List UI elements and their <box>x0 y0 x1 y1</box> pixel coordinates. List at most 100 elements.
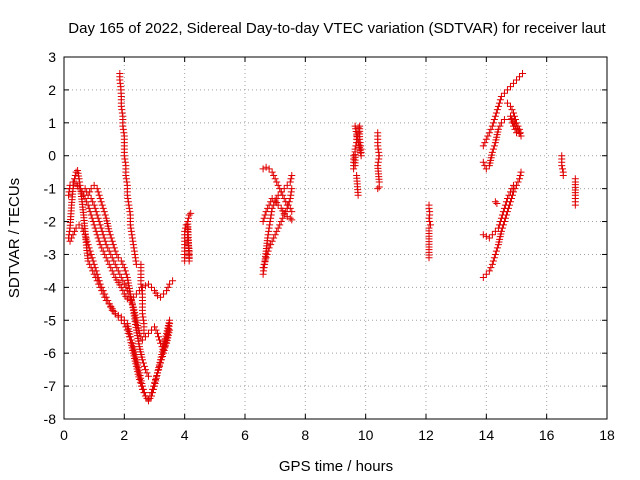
data-point <box>98 283 106 291</box>
data-point <box>116 270 124 278</box>
data-point <box>508 185 516 193</box>
data-point <box>288 208 296 216</box>
data-point <box>86 188 94 196</box>
data-point <box>270 171 278 179</box>
data-point <box>94 234 102 242</box>
data-point <box>99 287 107 295</box>
data-point <box>283 181 291 189</box>
data-point <box>279 191 287 199</box>
data-point <box>164 283 172 291</box>
series-arc-14h-d <box>479 116 508 173</box>
data-point <box>261 257 269 265</box>
data-point <box>125 201 133 209</box>
data-point <box>96 221 104 229</box>
data-point <box>117 102 125 110</box>
y-tick-label: -2 <box>44 214 57 230</box>
data-point <box>163 287 171 295</box>
data-point <box>516 171 524 179</box>
data-point <box>493 199 501 207</box>
data-point <box>138 310 146 318</box>
data-point <box>259 165 267 173</box>
data-point <box>92 267 100 275</box>
data-point <box>69 231 77 239</box>
data-point <box>100 234 108 242</box>
data-point <box>144 280 152 288</box>
data-point <box>479 142 487 150</box>
series-arc-17h <box>571 175 579 209</box>
series-arc-6.5h-d <box>259 185 296 272</box>
data-point <box>516 175 524 183</box>
data-point <box>124 195 132 203</box>
series-arc-14h-c <box>479 69 527 150</box>
data-point <box>482 232 490 240</box>
data-point <box>141 366 149 374</box>
data-point <box>488 122 496 130</box>
data-point <box>482 135 490 143</box>
data-point <box>123 326 131 334</box>
data-point <box>129 237 137 245</box>
data-point <box>119 125 127 133</box>
series-arc-4h <box>181 209 195 265</box>
data-point <box>509 181 517 189</box>
data-point <box>492 109 500 117</box>
data-point <box>267 214 275 222</box>
data-point <box>268 237 276 245</box>
data-point <box>98 227 106 235</box>
data-point <box>259 218 267 226</box>
data-point <box>482 270 490 278</box>
data-point <box>114 254 122 262</box>
data-point <box>131 250 139 258</box>
data-point <box>124 329 132 337</box>
data-point <box>140 329 148 337</box>
y-tick-label: 3 <box>48 49 56 65</box>
data-point <box>140 362 148 370</box>
data-point <box>132 290 140 298</box>
data-point <box>130 244 138 252</box>
data-point <box>124 198 132 206</box>
x-tick-label: 18 <box>599 427 615 443</box>
data-point <box>75 221 83 229</box>
data-point <box>160 290 168 298</box>
data-point <box>264 204 272 212</box>
data-point <box>117 316 125 324</box>
data-point <box>491 198 499 206</box>
data-point <box>89 218 97 226</box>
data-point <box>110 257 118 265</box>
data-point <box>426 211 434 219</box>
data-point <box>494 102 502 110</box>
data-point <box>491 250 499 258</box>
data-point <box>138 385 146 393</box>
data-point <box>91 204 99 212</box>
data-point <box>508 106 516 114</box>
data-point <box>149 382 157 390</box>
data-point <box>259 264 267 272</box>
data-point <box>108 267 116 275</box>
data-point <box>166 326 174 334</box>
data-point <box>351 145 359 153</box>
x-tick-label: 6 <box>241 427 249 443</box>
data-point <box>500 116 508 124</box>
data-point <box>287 191 295 199</box>
data-point <box>88 254 96 262</box>
data-point <box>494 125 502 133</box>
data-point <box>80 227 88 235</box>
data-point <box>268 195 276 203</box>
data-point <box>92 208 100 216</box>
data-point <box>118 109 126 117</box>
data-point <box>509 79 517 87</box>
data-point <box>114 267 122 275</box>
data-point <box>151 379 158 387</box>
x-tick-label: 12 <box>418 427 434 443</box>
data-point <box>118 106 126 114</box>
data-point <box>104 297 112 305</box>
data-point <box>82 234 90 242</box>
data-point <box>97 198 105 206</box>
data-point <box>426 218 434 226</box>
data-point <box>151 323 158 331</box>
data-point <box>139 316 147 324</box>
plot-frame <box>63 56 608 420</box>
data-point <box>126 221 134 229</box>
data-point <box>121 155 129 163</box>
data-point <box>283 213 291 221</box>
